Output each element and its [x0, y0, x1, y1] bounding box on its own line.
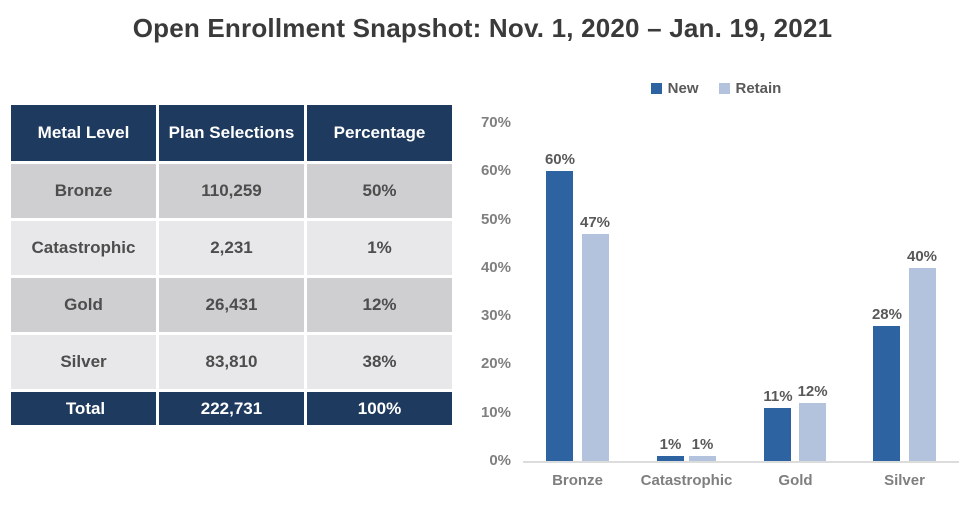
table-total-row: Total 222,731 100% [11, 392, 452, 425]
bar-retain-bronze [581, 234, 609, 461]
bar-value-label: 12% [797, 383, 828, 401]
content-row: Metal Level Plan Selections Percentage B… [0, 44, 965, 489]
bar-chart: New Retain 0% 10% 20% 30% 40% 50% 60% 70… [473, 44, 959, 489]
legend-swatch-retain [718, 83, 730, 94]
bar-group-bronze: 60% 47% [523, 123, 632, 461]
y-tick-label: 0% [489, 452, 511, 469]
legend-label-retain: Retain [735, 80, 782, 97]
bars-area: 60% 47% 1% [523, 123, 959, 463]
header-cell-percentage: Percentage [307, 105, 452, 161]
metal-level-cell: Gold [11, 278, 156, 332]
bar-new-bronze [546, 171, 574, 461]
bar-value-label: 28% [871, 305, 902, 323]
percentage-cell: 1% [307, 221, 452, 275]
x-axis-label-silver: Silver [884, 472, 925, 489]
metal-level-cell: Bronze [11, 164, 156, 218]
y-tick-label: 30% [480, 307, 511, 325]
bar-retain-gold [799, 403, 827, 461]
percentage-cell: 12% [307, 278, 452, 332]
bar-column: 11% [763, 123, 793, 461]
plan-selections-cell: 83,810 [159, 335, 304, 389]
bar-retain-silver [908, 267, 936, 461]
bar-column: 28% [872, 123, 902, 461]
bar-value-label: 60% [544, 151, 575, 169]
bar-group-catastrophic: 1% 1% [632, 123, 741, 461]
table-row-bronze: Bronze 110,259 50% [11, 164, 452, 218]
enrollment-table: Metal Level Plan Selections Percentage B… [8, 102, 455, 428]
percentage-cell: 50% [307, 164, 452, 218]
header-cell-plan-selections: Plan Selections [159, 105, 304, 161]
page-title: Open Enrollment Snapshot: Nov. 1, 2020 –… [132, 13, 833, 43]
bar-column: 1% [689, 123, 716, 461]
x-axis-label-gold: Gold [778, 472, 813, 489]
bar-value-label: 47% [580, 214, 611, 232]
bar-column: 40% [907, 123, 937, 461]
bar-new-silver [873, 325, 901, 461]
bar-column: 1% [657, 123, 684, 461]
bar-group-gold: 11% 12% [741, 123, 850, 461]
percentage-cell: 38% [307, 335, 452, 389]
bar-column: 12% [798, 123, 828, 461]
plot-area: 60% 47% 1% [517, 123, 959, 489]
header-cell-metal-level: Metal Level [11, 105, 156, 161]
y-tick-label: 70% [480, 114, 511, 131]
chart-legend: New Retain [473, 44, 959, 97]
total-percentage-cell: 100% [307, 392, 452, 425]
bar-new-catastrophic [657, 456, 684, 461]
y-axis: 0% 10% 20% 30% 40% 50% 60% 70% [473, 114, 517, 469]
metal-level-cell: Silver [11, 335, 156, 389]
bar-value-label: 11% [763, 387, 793, 405]
x-axis-label-bronze: Bronze [552, 472, 603, 489]
bar-value-label: 1% [691, 436, 714, 454]
summary-table-wrap: Metal Level Plan Selections Percentage B… [8, 102, 455, 489]
table-row-gold: Gold 26,431 12% [11, 278, 452, 332]
y-tick-label: 10% [480, 403, 511, 421]
table-row-silver: Silver 83,810 38% [11, 335, 452, 389]
plot-row: 0% 10% 20% 30% 40% 50% 60% 70% 60% [473, 114, 959, 489]
metal-level-cell: Catastrophic [11, 221, 156, 275]
y-tick-label: 60% [480, 162, 511, 180]
bar-column: 47% [580, 123, 610, 461]
plan-selections-cell: 2,231 [159, 221, 304, 275]
total-label-cell: Total [11, 392, 156, 425]
table-row-catastrophic: Catastrophic 2,231 1% [11, 221, 452, 275]
total-selections-cell: 222,731 [159, 392, 304, 425]
bar-column: 60% [545, 123, 575, 461]
plan-selections-cell: 26,431 [159, 278, 304, 332]
table-header-row: Metal Level Plan Selections Percentage [11, 105, 452, 161]
y-tick-label: 20% [480, 355, 511, 373]
y-tick-label: 50% [480, 210, 511, 228]
legend-label-new: New [667, 80, 699, 97]
bar-value-label: 1% [659, 436, 682, 454]
bar-value-label: 40% [907, 247, 938, 265]
bar-new-gold [764, 407, 792, 461]
plan-selections-cell: 110,259 [159, 164, 304, 218]
x-axis-label-catastrophic: Catastrophic [640, 472, 733, 489]
y-tick-label: 40% [480, 258, 511, 276]
legend-item-new: New [650, 80, 699, 97]
legend-swatch-new [650, 83, 662, 94]
bar-retain-catastrophic [689, 456, 716, 461]
x-axis: Bronze Catastrophic Gold Silver [523, 463, 959, 489]
bar-group-silver: 28% 40% [850, 123, 959, 461]
legend-item-retain: Retain [718, 80, 782, 97]
